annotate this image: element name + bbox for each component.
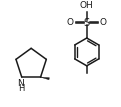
Text: O: O <box>67 18 74 27</box>
Text: O: O <box>100 18 107 27</box>
Polygon shape <box>41 77 49 80</box>
Text: N: N <box>18 80 24 88</box>
Text: OH: OH <box>80 1 94 10</box>
Text: H: H <box>18 84 24 93</box>
Text: S: S <box>84 18 90 28</box>
